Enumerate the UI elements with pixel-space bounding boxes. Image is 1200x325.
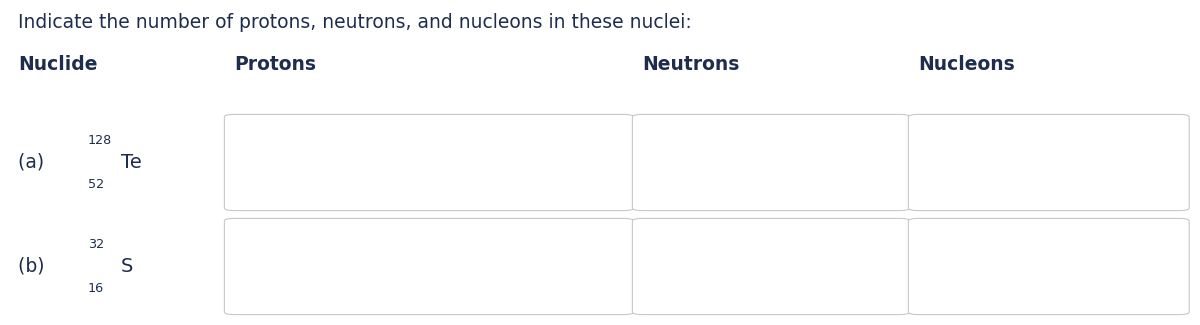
Text: Indicate the number of protons, neutrons, and nucleons in these nuclei:: Indicate the number of protons, neutrons… xyxy=(18,13,691,32)
Text: Protons: Protons xyxy=(234,56,316,74)
Text: Neutrons: Neutrons xyxy=(642,56,739,74)
Text: S: S xyxy=(121,257,133,276)
FancyBboxPatch shape xyxy=(632,114,910,211)
Text: 128: 128 xyxy=(88,134,112,147)
Text: Nucleons: Nucleons xyxy=(918,56,1015,74)
Text: Nuclide: Nuclide xyxy=(18,56,97,74)
Text: 32: 32 xyxy=(88,238,103,251)
Text: (b): (b) xyxy=(18,257,48,276)
Text: Te: Te xyxy=(121,153,142,172)
Text: (a): (a) xyxy=(18,153,48,172)
FancyBboxPatch shape xyxy=(224,114,634,211)
FancyBboxPatch shape xyxy=(224,218,634,315)
FancyBboxPatch shape xyxy=(632,218,910,315)
FancyBboxPatch shape xyxy=(908,114,1189,211)
Text: 52: 52 xyxy=(88,178,103,191)
Text: 16: 16 xyxy=(88,282,103,295)
FancyBboxPatch shape xyxy=(908,218,1189,315)
